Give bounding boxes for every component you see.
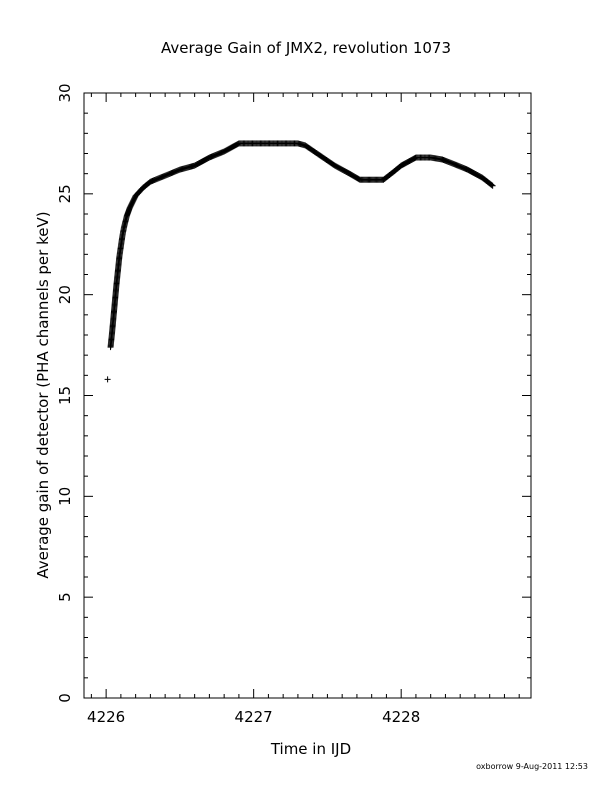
- y-axis: 0 5 10 15 20 25 30: [56, 83, 531, 703]
- footer-stamp: oxborrow 9-Aug-2011 12:53: [476, 762, 588, 771]
- chart-title: Average Gain of JMX2, revolution 1073: [161, 39, 451, 57]
- data-series: [104, 140, 496, 383]
- y-tick-label: 20: [56, 285, 74, 304]
- y-tick-label: 30: [56, 83, 74, 102]
- x-tick-label: 4228: [382, 708, 420, 726]
- x-axis: 4226 4227 4228: [87, 93, 520, 726]
- y-tick-label: 10: [56, 487, 74, 506]
- x-tick-label: 4227: [235, 708, 273, 726]
- y-tick-label: 5: [56, 592, 74, 602]
- data-point-interp: [488, 182, 495, 189]
- y-tick-label: 25: [56, 184, 74, 203]
- x-tick-label: 4226: [87, 708, 125, 726]
- y-tick-label: 15: [56, 386, 74, 405]
- data-point: [104, 376, 111, 383]
- data-point: [489, 182, 496, 189]
- y-tick-label: 0: [56, 693, 74, 703]
- x-axis-label: Time in IJD: [270, 740, 351, 758]
- y-axis-label: Average gain of detector (PHA channels p…: [34, 211, 52, 578]
